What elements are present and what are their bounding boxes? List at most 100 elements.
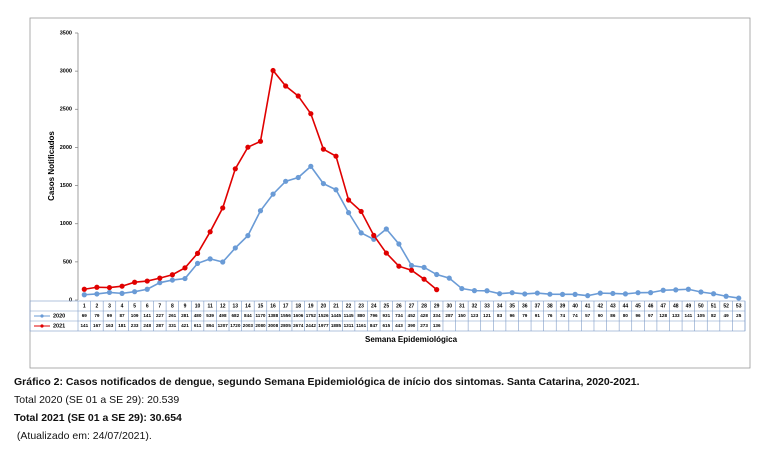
table-value: 611: [194, 323, 202, 328]
data-point: [434, 287, 440, 293]
table-value: 90: [598, 313, 604, 318]
x-tick-label: 25: [384, 303, 390, 309]
y-axis-label: Casos Notificados: [47, 131, 56, 201]
x-tick-label: 1: [83, 303, 86, 309]
table-value: 150: [458, 313, 466, 318]
table-value: 1161: [356, 323, 366, 328]
data-point: [358, 208, 364, 215]
table-value: 452: [408, 313, 416, 318]
x-tick-label: 42: [597, 303, 603, 309]
data-point: [320, 180, 327, 187]
table-value: 539: [206, 313, 214, 318]
table-value: 1145: [344, 313, 354, 318]
x-tick-label: 35: [509, 303, 515, 309]
table-value: 2442: [306, 323, 317, 328]
x-tick-label: 37: [535, 303, 541, 309]
table-value: 141: [80, 323, 88, 328]
data-point: [685, 286, 691, 292]
table-value: 128: [659, 313, 667, 318]
x-tick-label: 43: [610, 303, 616, 309]
legend-marker: [40, 314, 44, 318]
chart-frame: [29, 17, 751, 369]
data-point: [345, 210, 352, 216]
data-point: [396, 241, 402, 247]
table-value: 233: [131, 323, 139, 328]
x-tick-label: 27: [409, 303, 415, 309]
x-tick-label: 38: [547, 303, 553, 309]
x-tick-label: 13: [233, 303, 239, 309]
table-value: 1885: [331, 323, 342, 328]
table-value: 287: [156, 323, 164, 328]
x-tick-label: 8: [171, 303, 174, 309]
data-point: [434, 271, 440, 278]
data-point: [94, 291, 100, 297]
data-point: [94, 284, 100, 290]
x-axis-label: Semana Epidemiológica: [365, 335, 458, 344]
table-value: 334: [433, 313, 441, 318]
table-value: 1556: [281, 313, 292, 318]
data-point: [723, 293, 729, 299]
table-value: 74: [560, 313, 566, 318]
x-tick-label: 53: [736, 303, 742, 309]
data-point: [698, 289, 704, 295]
x-tick-label: 10: [195, 303, 201, 309]
y-tick-label: 2500: [60, 107, 72, 113]
x-tick-label: 45: [635, 303, 641, 309]
data-point: [509, 290, 515, 296]
y-tick-label: 3000: [60, 69, 72, 75]
data-point: [459, 285, 465, 292]
table-value: 273: [420, 323, 428, 328]
y-tick-label: 1000: [60, 221, 72, 227]
legend-label: 2020: [53, 313, 65, 319]
table-value: 181: [118, 323, 126, 328]
data-point: [119, 283, 125, 289]
table-value: 121: [483, 313, 491, 318]
data-point: [635, 290, 641, 296]
x-tick-label: 21: [333, 303, 339, 309]
data-point: [534, 290, 540, 296]
data-point: [320, 146, 327, 152]
data-point: [270, 67, 276, 74]
data-point: [81, 292, 87, 298]
data-point: [484, 288, 490, 294]
data-point: [648, 290, 654, 296]
data-point: [345, 197, 352, 203]
table-value: 1977: [318, 323, 329, 328]
x-tick-label: 46: [648, 303, 654, 309]
table-value: 3008: [268, 323, 279, 328]
x-tick-label: 14: [245, 303, 251, 309]
legend-label: 2021: [53, 323, 65, 329]
table-value: 76: [547, 313, 553, 318]
table-value: 227: [156, 313, 164, 318]
data-point: [471, 288, 478, 294]
y-tick-label: 3500: [60, 30, 72, 36]
table-value: 880: [357, 313, 365, 318]
x-tick-label: 36: [522, 303, 528, 309]
series-line: [84, 68, 438, 291]
caption-total-2021: Total 2021 (SE 01 a SE 29): 30.654: [14, 412, 182, 424]
x-tick-label: 4: [121, 303, 124, 309]
data-point: [622, 291, 629, 297]
table-value: 83: [497, 313, 503, 318]
table-value: 844: [244, 313, 252, 318]
data-point: [673, 287, 679, 293]
data-point: [283, 83, 289, 89]
table-value: 1526: [318, 313, 329, 318]
table-value: 97: [648, 313, 654, 318]
table-value: 141: [685, 313, 693, 318]
x-tick-label: 30: [446, 303, 452, 309]
data-point: [257, 208, 264, 214]
data-point: [232, 245, 238, 251]
caption-title: Gráfico 2: Casos notificados de dengue, …: [14, 376, 640, 388]
table-value: 25: [736, 313, 742, 318]
x-tick-label: 41: [585, 303, 591, 309]
data-point: [421, 264, 427, 270]
table-value: 443: [395, 323, 403, 328]
data-point: [408, 262, 415, 269]
table-value: 1207: [218, 323, 229, 328]
table-value: 86: [610, 313, 616, 318]
x-tick-label: 18: [295, 303, 301, 309]
table-value: 682: [231, 313, 239, 318]
y-tick-label: 500: [63, 259, 72, 265]
